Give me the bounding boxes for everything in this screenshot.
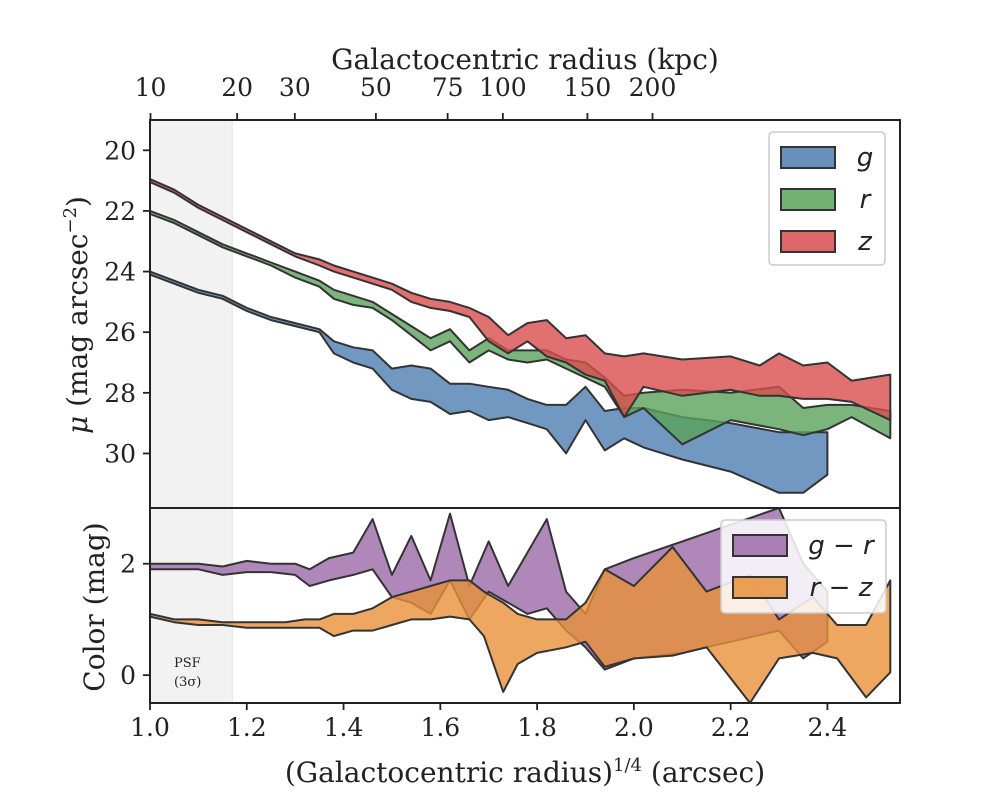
top-x-tick-label-0: 10 (135, 73, 167, 102)
x-title-sup: 1/4 (613, 755, 642, 776)
axis-ticks: 1.0 1.2 1.4 1.6 1.8 2.0 2.2 2.4 20 22 24 26 28 30 0 2 10… (104, 73, 847, 742)
legend-swatch-g (780, 146, 836, 169)
top-y-tick-label-1: 22 (104, 197, 136, 226)
bottom-y-tick-label-1: 2 (120, 550, 136, 579)
top-y-tick-label-2: 24 (104, 258, 136, 287)
y-title-close: ) (61, 196, 94, 207)
top-x-tick-label-1: 20 (221, 73, 253, 102)
top-legend: grz (768, 131, 886, 266)
legend-label-z: z (857, 227, 873, 257)
band-r (149, 209, 892, 446)
legend-swatch-r (780, 188, 836, 211)
x-tick-label-0: 1.0 (130, 713, 170, 742)
x-tick-label-7: 2.4 (808, 713, 848, 742)
legend-swatch-g-r (732, 534, 788, 557)
bottom-legend: g − r r − z (720, 519, 887, 614)
legend-label-g-r: g − r (808, 531, 876, 561)
top-x-tick-label-3: 50 (360, 73, 392, 102)
band-r-z (149, 546, 892, 704)
psf-label-line2: (3σ) (174, 675, 201, 690)
y-title-unit: (mag arcsec (61, 234, 94, 416)
psf-label-line1: PSF (174, 656, 201, 671)
bottom-panel-frame (149, 507, 901, 704)
band-g (149, 270, 829, 494)
top-x-tick-label-6: 150 (564, 73, 612, 102)
legend-label-r: r (860, 185, 873, 215)
top-x-tick-label-7: 200 (629, 73, 677, 102)
x-tick-label-1: 1.2 (227, 713, 267, 742)
y-title-symbol: μ (61, 416, 94, 434)
bottom-y-tick-label-0: 0 (120, 661, 136, 690)
x-tick-label-4: 1.8 (517, 713, 557, 742)
top-x-tick-label-4: 75 (432, 73, 464, 102)
top-panel-series (149, 178, 892, 494)
psf-region-top (149, 119, 233, 509)
bottom-y-axis-title: Color (mag) (78, 522, 111, 691)
top-y-tick-label-3: 26 (104, 318, 136, 347)
x-tick-label-2: 1.4 (324, 713, 364, 742)
legend-swatch-z (780, 230, 836, 253)
x-title-main: (Galactocentric radius) (285, 756, 613, 789)
top-x-tick-label-5: 100 (479, 73, 527, 102)
x-tick-label-5: 2.0 (614, 713, 654, 742)
top-x-tick-label-2: 30 (279, 73, 311, 102)
x-tick-label-3: 1.6 (420, 713, 460, 742)
legend-swatch-r-z (732, 576, 788, 599)
top-x-axis-title: Galactocentric radius (kpc) (331, 43, 719, 76)
top-y-tick-label-0: 20 (104, 136, 136, 165)
x-tick-label-6: 2.2 (711, 713, 751, 742)
psf-region-bottom (149, 507, 233, 704)
top-y-tick-label-4: 28 (104, 379, 136, 408)
legend-label-r-z: r − z (810, 573, 874, 603)
x-title-unit: (arcsec) (642, 756, 765, 789)
top-y-axis-title: μ (mag arcsec−2) (60, 196, 94, 434)
bottom-panel-series (149, 507, 892, 704)
y-title-sup: −2 (60, 207, 81, 234)
band-z (149, 178, 892, 422)
legend-label-g: g (857, 143, 874, 173)
top-y-tick-label-5: 30 (104, 439, 136, 468)
bottom-x-axis-title: (Galactocentric radius)1/4 (arcsec) (285, 755, 765, 789)
